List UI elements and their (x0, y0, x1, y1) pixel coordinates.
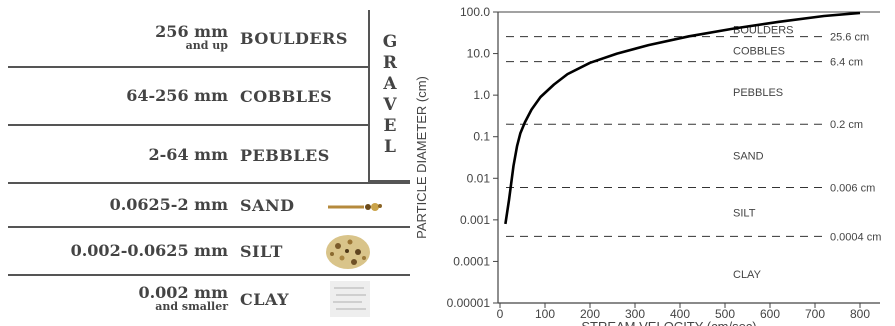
threshold-label: 25.6 cm (830, 32, 869, 44)
classification-table: 256 mm and up BOULDERS 64-256 mm COBBLES… (8, 10, 410, 322)
size-range: 0.002-0.0625 mm (70, 241, 228, 260)
threshold-label: 0.006 cm (830, 183, 875, 195)
zone-label: PEBBLES (733, 87, 783, 99)
table-row-clay: 0.002 mm and smaller CLAY (8, 276, 410, 322)
table-row-boulders: 256 mm and up BOULDERS (8, 10, 368, 68)
particle-name: SILT (240, 241, 283, 261)
particle-name: PEBBLES (240, 145, 330, 165)
particle-name: SAND (240, 195, 295, 215)
gravel-letter: V (383, 95, 397, 115)
zone-label: COBBLES (733, 45, 785, 57)
x-tick-label: 100 (535, 307, 555, 321)
x-tick-label: 800 (850, 307, 870, 321)
y-tick-label: 0.001 (460, 213, 490, 227)
silt-particles-icon (326, 235, 370, 269)
y-tick-label: 10.0 (467, 47, 491, 61)
x-tick-label: 300 (625, 307, 645, 321)
size-range-text: 0.002 mm (138, 283, 228, 302)
x-tick-label: 600 (760, 307, 780, 321)
size-range-text: 256 mm (155, 22, 228, 41)
size-range: 0.0625-2 mm (109, 195, 228, 214)
gravel-group-label: G R A V E L (368, 10, 410, 182)
clay-particles-icon (330, 281, 370, 317)
size-range-subtext: and smaller (155, 300, 228, 313)
x-tick-label: 200 (580, 307, 600, 321)
y-tick-label: 1.0 (473, 88, 490, 102)
x-tick-label: 700 (805, 307, 825, 321)
zone-label: CLAY (733, 269, 762, 281)
size-range: 2-64 mm (148, 145, 228, 164)
table-row-pebbles: 2-64 mm PEBBLES (8, 126, 368, 184)
x-axis-label: STREAM VELOCITY (cm/sec) (581, 319, 756, 326)
y-tick-label: 0.01 (467, 171, 491, 185)
particle-name: COBBLES (240, 86, 333, 106)
y-tick-label: 0.1 (473, 130, 490, 144)
gravel-letter: L (384, 137, 396, 157)
size-range: 64-256 mm (126, 86, 228, 105)
velocity-curve (504, 11, 861, 225)
y-axis-label: PARTICLE DIAMETER (cm) (414, 76, 429, 239)
x-tick-label: 500 (715, 307, 735, 321)
table-row-sand: 0.0625-2 mm SAND (8, 182, 410, 228)
x-tick-label: 0 (497, 307, 504, 321)
y-tick-label: 0.0001 (453, 254, 490, 268)
x-tick-label: 400 (670, 307, 690, 321)
threshold-label: 6.4 cm (830, 57, 863, 69)
gravel-letter: R (382, 53, 398, 73)
zone-label: SILT (733, 208, 756, 220)
threshold-label: 0.0004 cm (830, 231, 881, 243)
particle-name: CLAY (240, 289, 290, 309)
size-range: 0.002 mm and smaller (8, 276, 228, 322)
gravel-letter: G (382, 32, 398, 52)
gravel-letter: E (383, 116, 397, 136)
zone-label: SAND (733, 151, 764, 163)
size-range-subtext: and up (185, 39, 228, 52)
gravel-letter: A (383, 74, 397, 94)
table-row-silt: 0.002-0.0625 mm SILT (8, 228, 410, 276)
y-tick-label: 100.0 (460, 5, 490, 19)
sand-grains-icon (328, 203, 382, 211)
size-range: 256 mm and up (8, 10, 228, 66)
y-tick-label: 0.00001 (447, 296, 491, 310)
threshold-label: 0.2 cm (830, 119, 863, 131)
particle-name: BOULDERS (240, 28, 348, 48)
table-row-cobbles: 64-256 mm COBBLES (8, 68, 368, 126)
